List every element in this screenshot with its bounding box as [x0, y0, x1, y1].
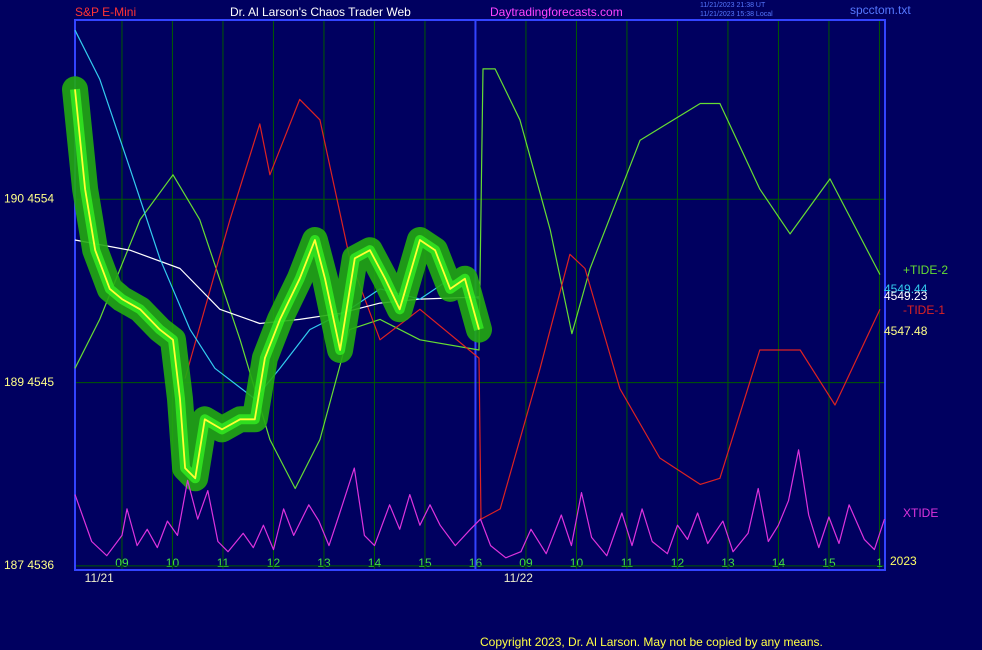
x-tick-label: 14: [368, 556, 382, 570]
x-tick-label: 15: [418, 556, 432, 570]
series-label: -TIDE-1: [903, 303, 945, 317]
x-tick-label: 10: [166, 556, 180, 570]
x-tick-label: 11: [621, 556, 634, 570]
date-label: 11/22: [504, 571, 533, 585]
x-tick-label: 13: [317, 556, 331, 570]
series-line: [74, 68, 881, 490]
y-tick-label: 190 4554: [4, 191, 54, 205]
date-label: 11/21: [85, 571, 114, 585]
symbol: S&P E-Mini: [75, 5, 136, 19]
y-tick-label: 189 4545: [4, 375, 54, 389]
x-tick-label: 11: [217, 556, 230, 570]
x-tick-label: 12: [267, 556, 281, 570]
site-url: Daytradingforecasts.com: [490, 5, 623, 19]
series-label: +TIDE-2: [903, 263, 948, 277]
y-tick-label: 187 4536: [4, 558, 54, 572]
x-tick-label: 1: [876, 556, 883, 570]
x-tick-label: 14: [772, 556, 786, 570]
series-line: [184, 98, 881, 520]
plot-frame: [74, 19, 886, 571]
x-tick-label: 15: [822, 556, 836, 570]
annotation: 4547.48: [884, 324, 928, 338]
x-tick-label: 09: [519, 556, 533, 570]
site-title: Dr. Al Larson's Chaos Trader Web: [230, 5, 411, 19]
x-tick-label: 10: [570, 556, 584, 570]
x-tick-label: 09: [115, 556, 129, 570]
x-tick-label: 12: [671, 556, 685, 570]
annotation: 4549.44: [884, 282, 928, 296]
annotation: 4549.23: [884, 289, 928, 303]
file-name: spcctom.txt: [850, 3, 911, 17]
time-ut: 11/21/2023 21:38 UT: [700, 2, 766, 9]
time-local: 11/21/2023 15:38 Local: [700, 11, 773, 18]
series-line: [74, 449, 886, 559]
series-label: XTIDE: [903, 506, 938, 520]
copyright: Copyright 2023, Dr. Al Larson. May not b…: [480, 635, 823, 649]
series-line: [74, 89, 480, 480]
x-tick-label: 13: [721, 556, 735, 570]
annotation: 2023: [890, 554, 917, 568]
